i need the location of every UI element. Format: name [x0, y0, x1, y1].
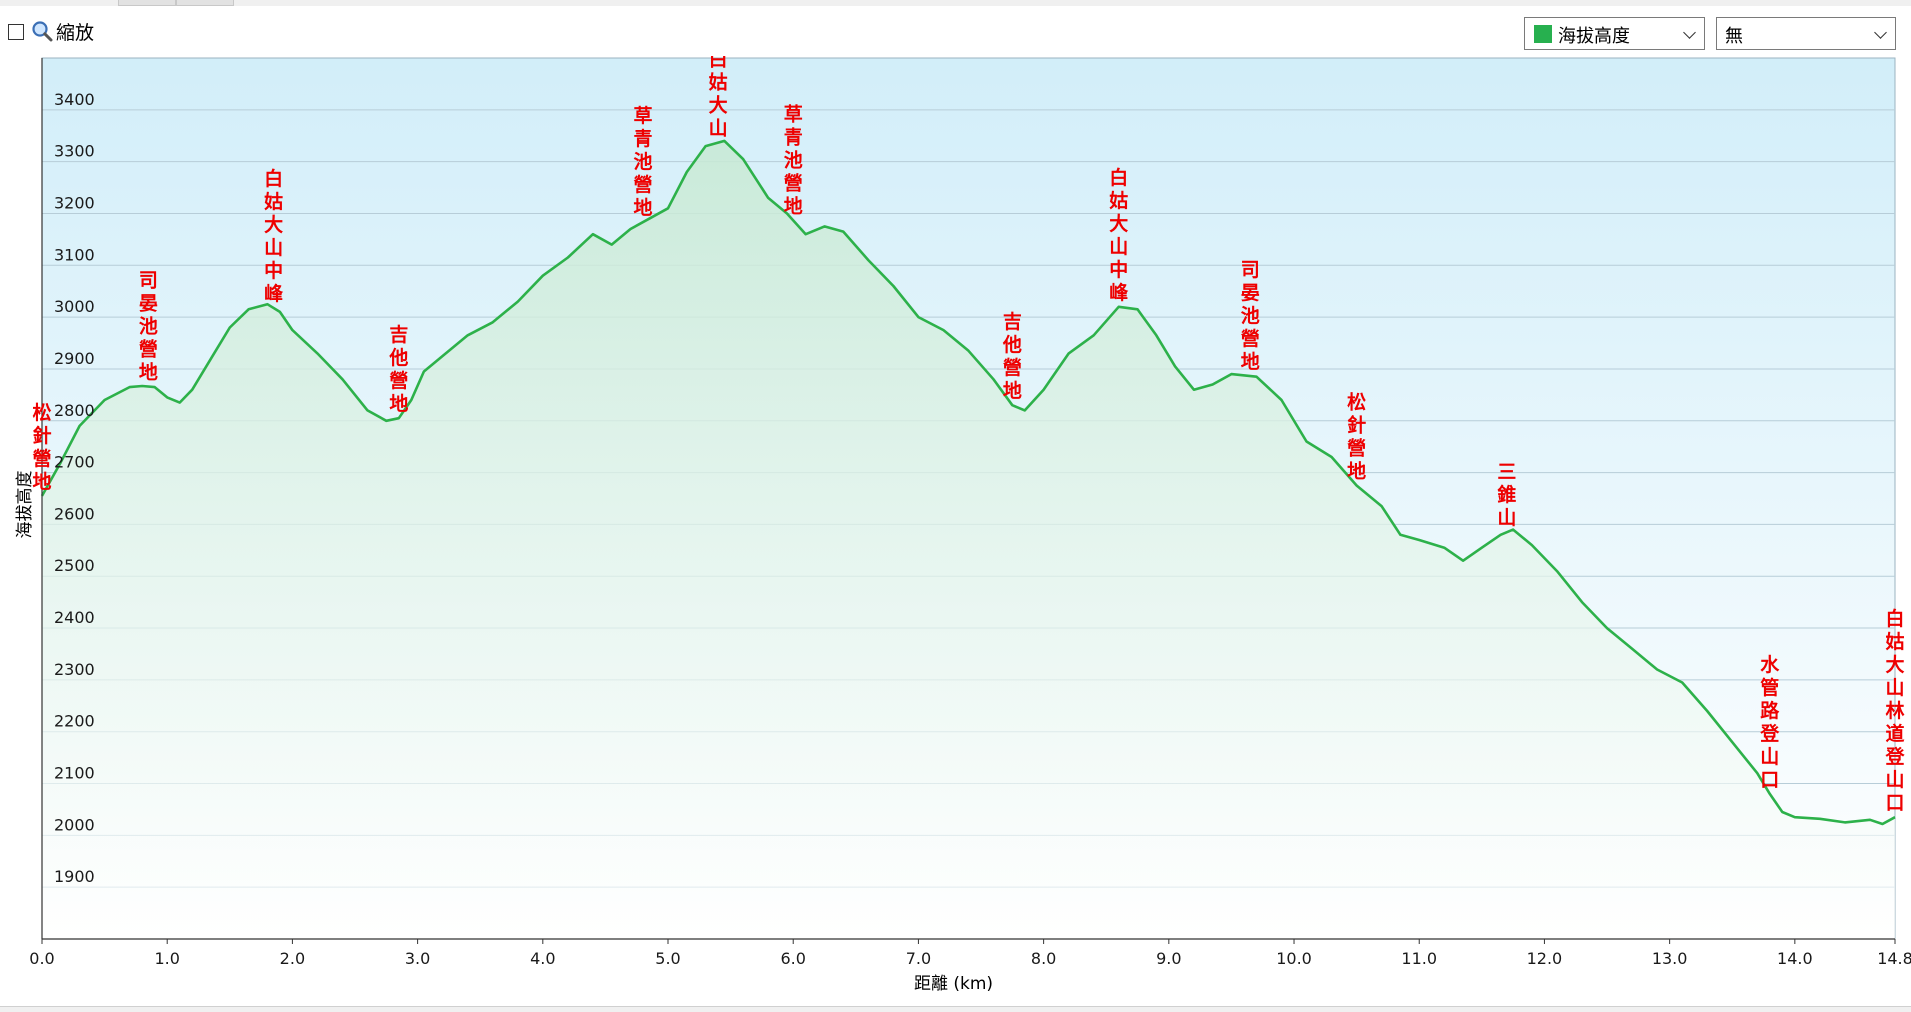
x-tick-label: 12.0: [1527, 949, 1563, 968]
y-tick-label: 2000: [54, 815, 95, 834]
zoom-label: 縮放: [56, 22, 95, 44]
x-tick-label: 2.0: [280, 949, 305, 968]
chart-toolbar: 縮放 海拔高度 無: [0, 6, 1911, 56]
waypoint-label: 草青池營地: [784, 102, 803, 217]
y-tick-label: 3100: [54, 245, 95, 264]
x-tick-labels: 0.0 1.0 2.0 3.0 4.0 5.0 6.0 7.0 8.0 9.0 10.0 11.0 12…: [29, 939, 1911, 968]
y-tick-label: 2400: [54, 608, 95, 627]
x-tick-label: 5.0: [655, 949, 680, 968]
window-bottom-strip: [0, 1006, 1911, 1012]
x-tick-label: 0.0: [29, 949, 54, 968]
y-tick-label: 3200: [54, 193, 95, 212]
zoom-checkbox[interactable]: [8, 24, 24, 40]
elevation-area-fill: [42, 140, 1895, 939]
compare-select-value: 無: [1725, 26, 1743, 47]
y-tick-label: 2900: [54, 349, 95, 368]
chevron-down-icon: [1683, 26, 1696, 39]
tab-strip-item[interactable]: [176, 0, 234, 6]
elevation-chart-svg: 1900 2000 2100 2200 2300 2400 2500 2600 2700 2800…: [15, 56, 1911, 994]
y-tick-label: 1900: [54, 867, 95, 886]
waypoint-label: 草青池營地: [633, 104, 652, 219]
waypoint-label: 松針營地: [1347, 391, 1366, 483]
x-tick-label: 4.0: [530, 949, 555, 968]
waypoint-label: 白姑大山: [709, 56, 728, 140]
y-tick-label: 2100: [54, 764, 95, 783]
waypoint-label: 司晏池營地: [139, 270, 158, 384]
chevron-down-icon: [1874, 26, 1887, 39]
x-tick-label: 9.0: [1156, 949, 1181, 968]
waypoint-labels: 松針營地司晏池營地白姑大山中峰吉他營地草青池營地白姑大山草青池營地吉他營地白姑大…: [32, 56, 1905, 814]
x-tick-label: 8.0: [1031, 949, 1056, 968]
tab-strip-item[interactable]: [118, 0, 176, 6]
magnifier-icon: [32, 21, 53, 42]
waypoint-label: 白姑大山中峰: [264, 167, 284, 305]
y-tick-label: 3400: [54, 90, 95, 109]
x-tick-label: 11.0: [1401, 949, 1437, 968]
y-tick-label: 2600: [54, 504, 95, 523]
waypoint-label: 吉他營地: [1002, 310, 1022, 402]
series-select-value: 海拔高度: [1558, 26, 1630, 47]
x-tick-label: 14.0: [1777, 949, 1813, 968]
y-tick-label: 2200: [54, 712, 95, 731]
y-tick-label: 2300: [54, 660, 95, 679]
y-tick-label: 2500: [54, 556, 95, 575]
x-tick-label: 6.0: [780, 949, 805, 968]
x-tick-label: 7.0: [906, 949, 931, 968]
waypoint-label: 白姑大山林道登山口: [1884, 607, 1905, 814]
y-tick-label: 2800: [54, 401, 95, 420]
waypoint-label: 三錐山: [1497, 461, 1516, 529]
y-tick-labels: 1900 2000 2100 2200 2300 2400 2500 2600 2700 2800…: [54, 90, 95, 886]
waypoint-label: 白姑大山中峰: [1109, 166, 1129, 304]
y-axis-title: 海拔高度: [15, 471, 35, 539]
waypoint-label: 司晏池營地: [1241, 259, 1260, 373]
x-axis-title: 距離 (km): [914, 974, 993, 994]
x-tick-label: 3.0: [405, 949, 430, 968]
y-tick-label: 2700: [54, 453, 95, 472]
x-tick-label: 14.8: [1877, 949, 1911, 968]
waypoint-label: 水管路登山口: [1759, 654, 1780, 791]
x-tick-label: 13.0: [1652, 949, 1688, 968]
elevation-line: [40, 139, 1896, 826]
x-tick-label: 10.0: [1276, 949, 1312, 968]
elevation-chart: 1900 2000 2100 2200 2300 2400 2500 2600 2700 2800…: [0, 56, 1911, 1011]
y-tick-label: 3300: [54, 142, 95, 161]
series-color-swatch: [1534, 25, 1552, 43]
series-select[interactable]: 海拔高度: [1524, 17, 1705, 50]
y-tick-label: 3000: [54, 297, 95, 316]
x-tick-label: 1.0: [154, 949, 179, 968]
waypoint-label: 吉他營地: [388, 323, 408, 415]
waypoint-label: 松針營地: [32, 401, 51, 493]
compare-select[interactable]: 無: [1716, 17, 1896, 50]
